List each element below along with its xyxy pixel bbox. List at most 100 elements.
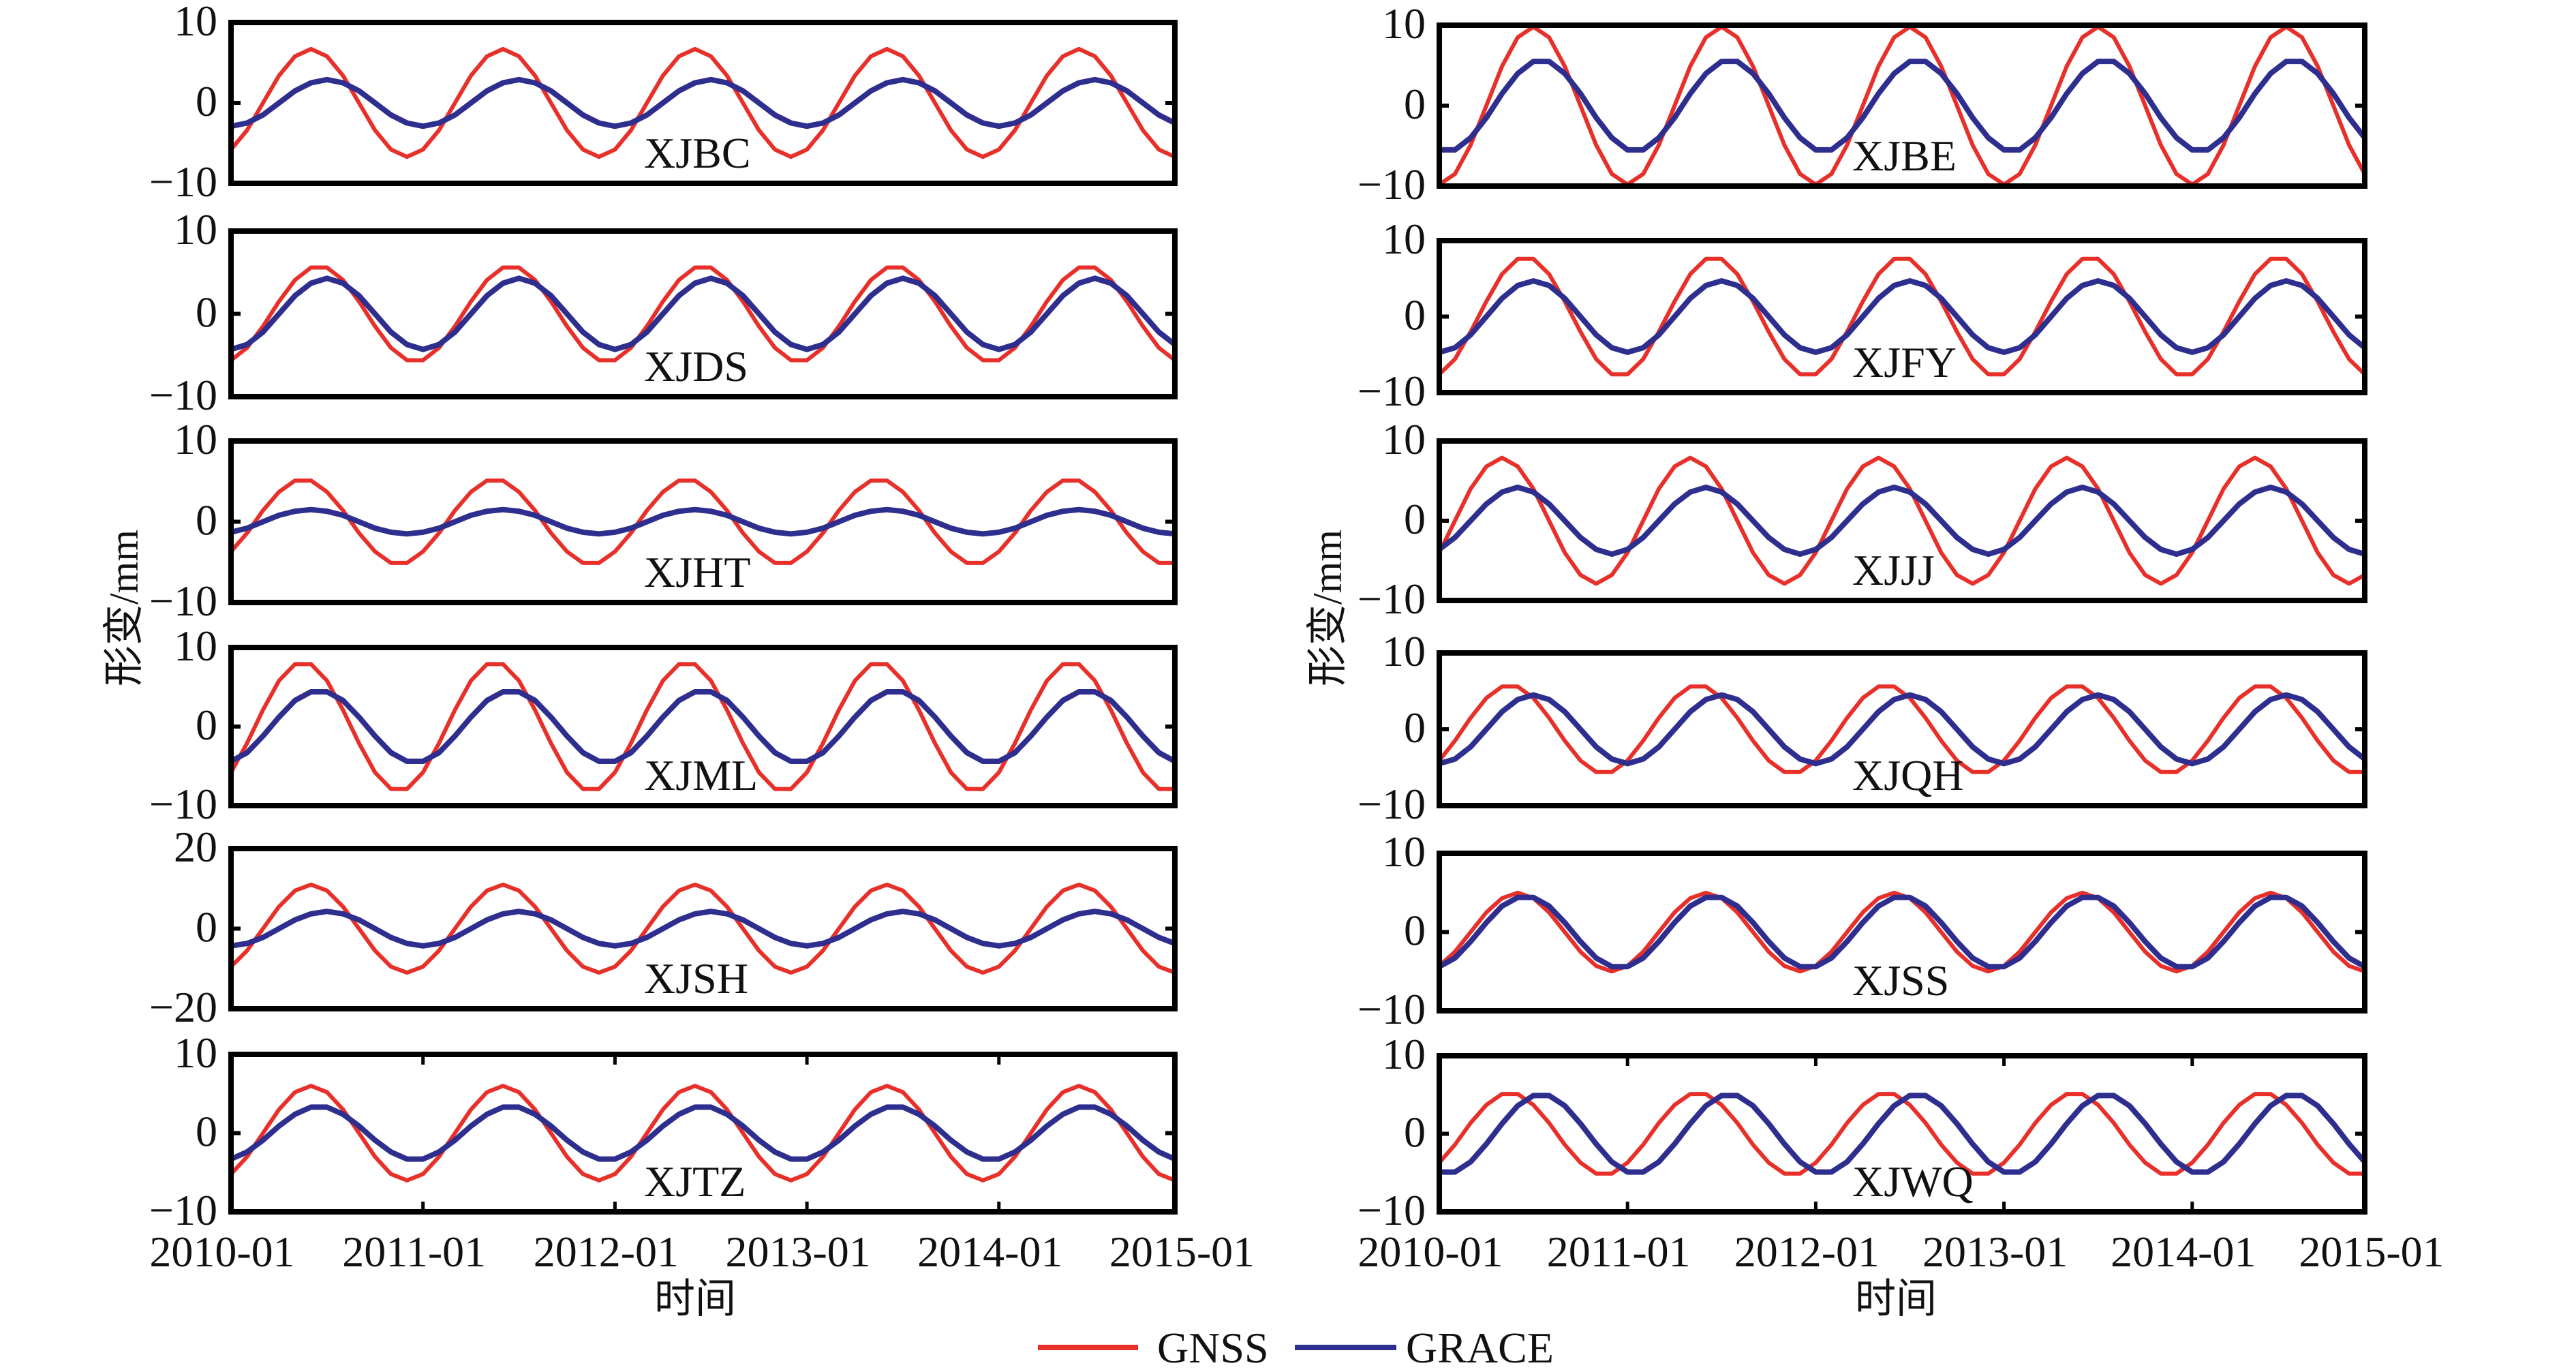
y-tick-label: 10: [174, 0, 217, 45]
grace-series-line: [1437, 1093, 2367, 1175]
panel-xjbe: 10 0 −10 XJBE: [1358, 0, 2367, 209]
panel-xjjj: 10 0 −10 XJJJ: [1358, 415, 2367, 623]
y-tick-label: 10: [174, 415, 217, 463]
y-tick-label: 0: [196, 496, 217, 545]
grace-series-line: [228, 275, 1178, 352]
station-label: XJSH: [644, 954, 748, 1003]
y-tick-label: 10: [174, 622, 217, 670]
panel-grid: 10 0 −10 XJBC 10 0 −10 XJDS 10 0 −10 XJHT 10 0 −10 XJML…: [149, 0, 2444, 1276]
x-tick-label: 2012-01: [534, 1228, 679, 1276]
station-label: XJSS: [1852, 956, 1949, 1005]
grace-series-line: [1437, 278, 2367, 355]
gnss-series-line: [229, 46, 1177, 159]
grace-series-line: [1437, 59, 2367, 153]
y-tick-label: 10: [174, 205, 217, 254]
y-tick-label: 0: [1404, 291, 1426, 339]
x-axis-title-left: 时间: [654, 1277, 736, 1322]
panel-xjqh: 10 0 −10 XJQH: [1358, 627, 2367, 828]
x-tick-label: 2010-01: [1358, 1228, 1503, 1276]
x-tick-label: 2014-01: [2111, 1228, 2256, 1276]
y-tick-label: −20: [149, 983, 217, 1031]
y-tick-label: 10: [174, 1028, 217, 1077]
grace-series-line: [1437, 894, 2367, 970]
gnss-series-line: [229, 882, 1177, 975]
y-tick-label: 0: [196, 903, 217, 951]
station-label: XJJJ: [1852, 546, 1935, 594]
y-tick-label: −10: [1358, 985, 1426, 1033]
y-tick-label: −10: [1358, 367, 1426, 415]
y-tick-label: −10: [149, 157, 217, 206]
station-label: XJQH: [1852, 751, 1964, 799]
y-tick-label: −10: [149, 371, 217, 419]
y-tick-label: 0: [196, 1108, 217, 1156]
grace-series-line: [228, 1104, 1178, 1162]
y-tick-label: 0: [1404, 906, 1426, 955]
legend-item-grace: GRACE: [1295, 1324, 1554, 1372]
panel-xjfy: 10 0 −10 XJFY: [1358, 215, 2367, 415]
gnss-series-line: [229, 662, 1177, 791]
gnss-series-line: [1437, 25, 2367, 187]
y-tick-label: 0: [1404, 703, 1426, 752]
station-label: XJBE: [1852, 132, 1957, 180]
panel-xjss: 10 0 −10 XJSS: [1358, 827, 2367, 1033]
x-tick-label: 2011-01: [1547, 1228, 1691, 1276]
station-label: XJTZ: [644, 1157, 746, 1206]
x-tick-label: 2015-01: [2299, 1228, 2444, 1276]
y-tick-label: 10: [1382, 0, 1426, 48]
grace-series-line: [1437, 484, 2367, 558]
y-tick-label: −10: [1358, 160, 1426, 209]
gnss-series-line: [1437, 256, 2367, 377]
station-label: XJWQ: [1852, 1157, 1974, 1206]
y-tick-label: −10: [1358, 1186, 1426, 1234]
station-label: XJML: [644, 751, 758, 799]
y-tick-label: 10: [1382, 415, 1426, 463]
legend: GNSS GRACE: [1038, 1324, 1554, 1372]
y-tick-label: 10: [1382, 215, 1426, 263]
y-tick-label: 0: [1404, 495, 1426, 543]
x-tick-label: 2011-01: [342, 1228, 486, 1276]
y-tick-label: 0: [1404, 1108, 1426, 1157]
x-tick-label: 2010-01: [149, 1228, 294, 1276]
y-tick-label: 10: [1382, 1030, 1426, 1078]
y-tick-label: −10: [149, 1186, 217, 1234]
grace-series-line: [1437, 692, 2367, 767]
legend-gnss-label: GNSS: [1157, 1324, 1269, 1372]
station-label: XJDS: [644, 342, 748, 391]
gnss-series-line: [1437, 455, 2367, 586]
y-tick-label: −10: [149, 577, 217, 625]
x-tick-label: 2015-01: [1109, 1228, 1255, 1276]
y-tick-label: −10: [1358, 575, 1426, 623]
y-tick-label: 0: [196, 77, 217, 125]
legend-grace-label: GRACE: [1406, 1324, 1554, 1372]
x-tick-label: 2014-01: [917, 1228, 1062, 1276]
panel-xjwq: 10 0 −10 XJWQ 2010-01 2011-01 2012-01 2013-01 20…: [1358, 1030, 2444, 1276]
grace-series-line: [228, 909, 1178, 949]
panel-xjht: 10 0 −10 XJHT: [149, 415, 1178, 625]
x-tick-label: 2012-01: [1734, 1228, 1880, 1276]
station-label: XJHT: [644, 548, 750, 596]
y-tick-label: 0: [196, 288, 217, 337]
grace-series-line: [228, 689, 1178, 764]
y-tick-label: 0: [1404, 80, 1426, 128]
legend-item-gnss: GNSS: [1038, 1324, 1269, 1372]
station-label: XJBC: [644, 129, 751, 177]
panel-xjtz: 10 0 −10 XJTZ 2010-01 2011-01 2012-01 2013-01 20…: [149, 1028, 1255, 1276]
panel-xjds: 10 0 −10 XJDS: [149, 205, 1178, 419]
y-tick-label: 10: [1382, 627, 1426, 675]
gnss-series-line: [1437, 684, 2367, 774]
y-tick-label: −10: [149, 780, 217, 828]
panel-xjml: 10 0 −10 XJML: [149, 622, 1178, 828]
panel-xjbc: 10 0 −10 XJBC: [149, 0, 1178, 206]
x-tick-label: 2013-01: [1922, 1228, 2068, 1276]
y-axis-title-right: 形变/mm: [1305, 530, 1350, 686]
grace-series-line: [228, 506, 1178, 537]
panel-xjsh: 20 0 −20 XJSH: [149, 823, 1178, 1031]
y-tick-label: 0: [196, 701, 217, 749]
y-tick-label: 20: [174, 823, 217, 871]
station-label: XJFY: [1852, 338, 1957, 386]
y-tick-label: 10: [1382, 827, 1426, 876]
y-axis-title-left: 形变/mm: [102, 530, 147, 686]
x-tick-label: 2013-01: [725, 1228, 870, 1276]
y-tick-label: −10: [1358, 780, 1426, 828]
